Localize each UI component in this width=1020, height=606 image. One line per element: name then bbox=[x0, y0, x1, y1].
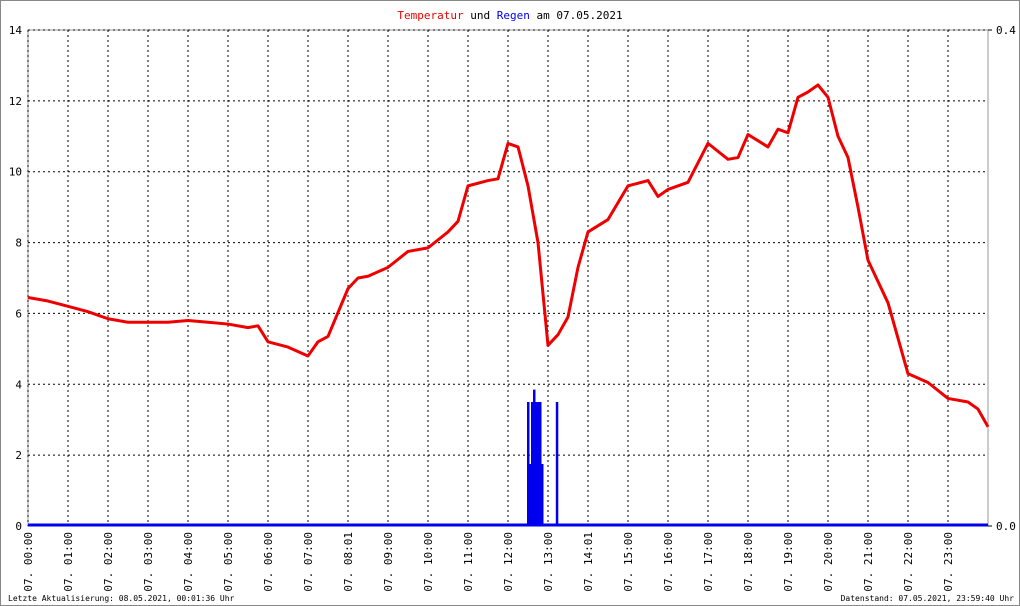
x-tick-label: 07. 11:00 bbox=[462, 532, 475, 592]
rain-bar bbox=[527, 402, 530, 526]
title-temp: Temperatur bbox=[397, 9, 464, 22]
x-tick-label: 07. 20:00 bbox=[822, 532, 835, 592]
y-tick-label: 14 bbox=[9, 24, 23, 37]
y-tick-label: 12 bbox=[9, 95, 22, 108]
temperature-line bbox=[27, 83, 990, 428]
y2-tick-label: 0.0 bbox=[996, 520, 1016, 533]
x-tick-label: 07. 19:00 bbox=[782, 532, 795, 592]
title-rain: Regen bbox=[497, 9, 530, 22]
x-tick-label: 07. 10:00 bbox=[422, 532, 435, 592]
rain-bar bbox=[535, 402, 538, 526]
x-tick-label: 07. 14:01 bbox=[582, 532, 595, 592]
x-tick-label: 07. 18:00 bbox=[742, 532, 755, 592]
x-tick-label: 07. 02:00 bbox=[102, 532, 115, 592]
x-tick-label: 07. 04:00 bbox=[182, 532, 195, 592]
y2-tick-label: 0.4 bbox=[996, 24, 1016, 37]
rain-bar bbox=[541, 464, 544, 526]
x-tick-label: 07. 16:00 bbox=[662, 532, 675, 592]
y-tick-label: 10 bbox=[9, 166, 22, 179]
x-tick-label: 07. 08:01 bbox=[342, 532, 355, 592]
x-tick-label: 07. 01:00 bbox=[62, 532, 75, 592]
x-tick-label: 07. 07:00 bbox=[302, 532, 315, 592]
x-tick-label: 07. 17:00 bbox=[702, 532, 715, 592]
rain-bar bbox=[555, 402, 559, 526]
y-tick-label: 0 bbox=[15, 520, 22, 533]
footer-left: Letzte Aktualisierung: 08.05.2021, 00:01… bbox=[8, 594, 235, 603]
x-tick-label: 07. 13:00 bbox=[542, 532, 555, 592]
y-tick-label: 4 bbox=[15, 378, 22, 391]
rain-bar bbox=[529, 464, 532, 526]
title-suffix: am 07.05.2021 bbox=[537, 9, 623, 22]
x-tick-label: 07. 21:00 bbox=[862, 532, 875, 592]
chart-title: Temperatur und Regen am 07.05.2021 bbox=[397, 9, 622, 22]
footer-right: Datenstand: 07.05.2021, 23:59:40 Uhr bbox=[841, 594, 1015, 603]
x-tick-label: 07. 15:00 bbox=[622, 532, 635, 592]
rain-bar bbox=[537, 402, 540, 526]
rain-bar bbox=[533, 389, 536, 526]
x-tick-label: 07. 03:00 bbox=[142, 532, 155, 592]
x-tick-label: 07. 22:00 bbox=[902, 532, 915, 592]
y-tick-label: 2 bbox=[15, 449, 22, 462]
rain-bar bbox=[531, 402, 534, 526]
y-tick-label: 6 bbox=[15, 307, 22, 320]
x-tick-label: 07. 12:00 bbox=[502, 532, 515, 592]
x-tick-label: 07. 05:00 bbox=[222, 532, 235, 592]
x-tick-label: 07. 06:00 bbox=[262, 532, 275, 592]
x-tick-label: 07. 09:00 bbox=[382, 532, 395, 592]
title-join: und bbox=[470, 9, 490, 22]
x-tick-label: 07. 23:00 bbox=[942, 532, 955, 592]
x-tick-label: 07. 00:00 bbox=[22, 532, 35, 592]
y-tick-label: 8 bbox=[15, 237, 22, 250]
rain-bar bbox=[539, 402, 542, 526]
